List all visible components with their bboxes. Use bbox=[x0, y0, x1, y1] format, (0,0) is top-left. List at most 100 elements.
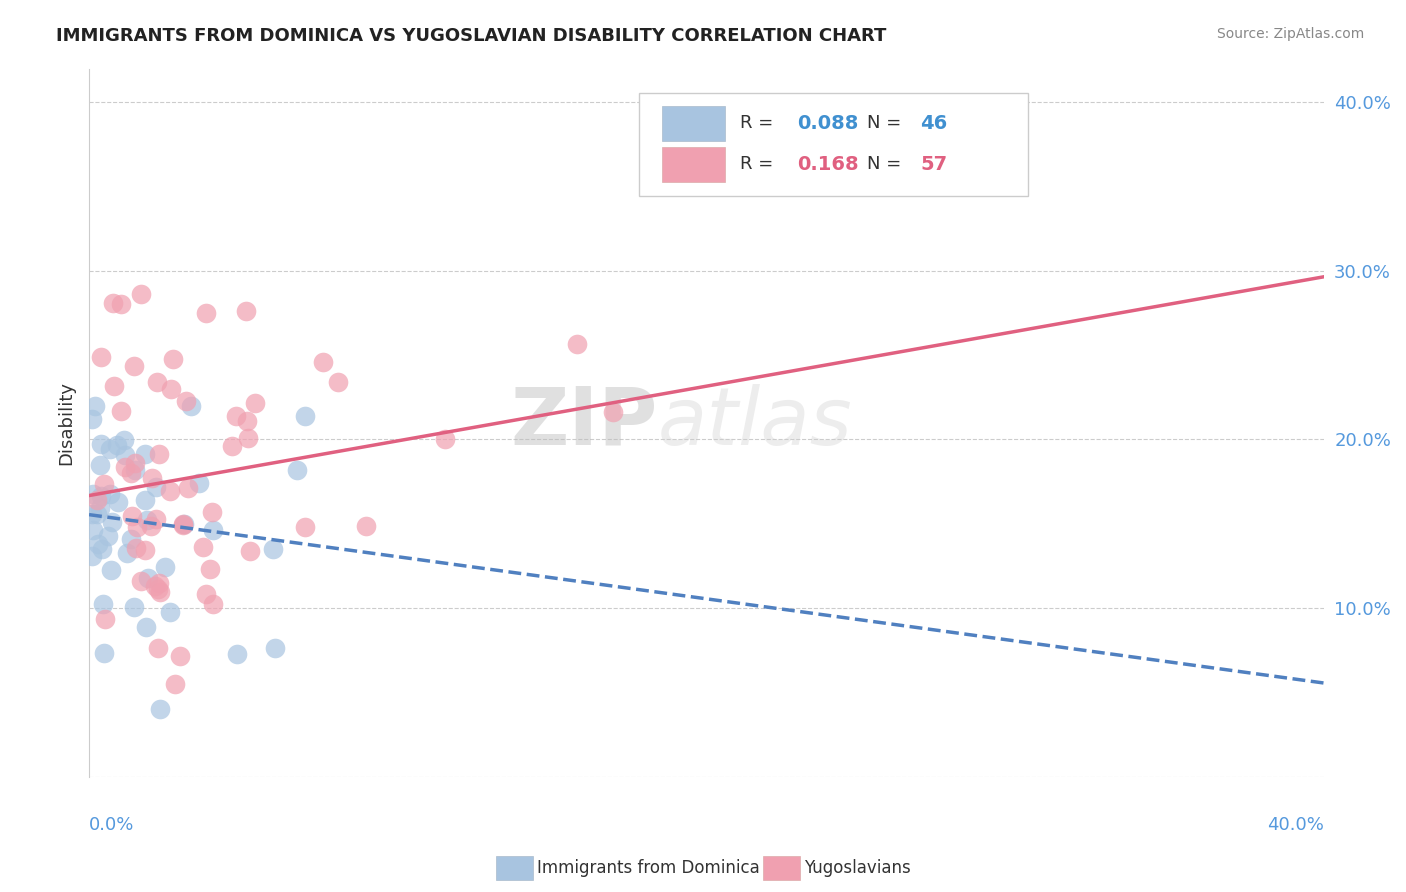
Point bbox=[176, 393, 198, 408]
Point bbox=[148, 576, 170, 591]
Point bbox=[90, 437, 112, 451]
Point bbox=[143, 579, 166, 593]
Point bbox=[100, 515, 122, 529]
Point bbox=[105, 437, 128, 451]
Text: 40.0%: 40.0% bbox=[1268, 815, 1324, 833]
Point bbox=[82, 549, 104, 563]
Point bbox=[202, 523, 225, 537]
Point bbox=[159, 606, 181, 620]
Point bbox=[125, 541, 148, 555]
Point bbox=[90, 350, 112, 364]
Point bbox=[115, 546, 138, 560]
Point bbox=[82, 508, 104, 522]
Point bbox=[89, 500, 111, 515]
Text: N =: N = bbox=[868, 155, 907, 173]
Point bbox=[198, 562, 221, 576]
Text: atlas: atlas bbox=[658, 384, 852, 461]
Point bbox=[90, 489, 112, 503]
Point bbox=[165, 677, 187, 691]
Point bbox=[139, 519, 162, 533]
Point bbox=[162, 351, 184, 366]
Point bbox=[141, 471, 163, 485]
Point bbox=[98, 442, 121, 456]
Point bbox=[194, 306, 217, 320]
Point bbox=[127, 520, 149, 534]
Text: Immigrants from Dominica: Immigrants from Dominica bbox=[537, 859, 759, 877]
Point bbox=[89, 458, 111, 472]
Point bbox=[188, 475, 211, 490]
Point bbox=[146, 582, 169, 596]
Point bbox=[120, 466, 142, 480]
Point bbox=[82, 487, 104, 501]
Point bbox=[87, 537, 110, 551]
FancyBboxPatch shape bbox=[662, 147, 725, 182]
Point bbox=[294, 520, 316, 534]
Point bbox=[129, 286, 152, 301]
Point bbox=[93, 476, 115, 491]
Point bbox=[114, 460, 136, 475]
Point bbox=[264, 640, 287, 655]
Point bbox=[177, 481, 200, 495]
Point bbox=[134, 447, 156, 461]
Point bbox=[221, 440, 243, 454]
Text: R =: R = bbox=[740, 155, 785, 173]
Point bbox=[122, 359, 145, 374]
Point bbox=[103, 379, 125, 393]
Point bbox=[100, 487, 122, 501]
Point bbox=[114, 448, 136, 462]
Point bbox=[121, 509, 143, 524]
Point bbox=[434, 433, 457, 447]
Point bbox=[135, 513, 157, 527]
Point bbox=[134, 542, 156, 557]
FancyBboxPatch shape bbox=[662, 106, 725, 141]
Point bbox=[169, 649, 191, 664]
Point bbox=[112, 433, 135, 447]
Point bbox=[172, 517, 194, 532]
Point bbox=[239, 543, 262, 558]
Point bbox=[136, 571, 159, 585]
Text: 0.088: 0.088 bbox=[797, 113, 858, 133]
Text: IMMIGRANTS FROM DOMINICA VS YUGOSLAVIAN DISABILITY CORRELATION CHART: IMMIGRANTS FROM DOMINICA VS YUGOSLAVIAN … bbox=[56, 27, 887, 45]
Point bbox=[354, 519, 377, 533]
Point bbox=[602, 405, 624, 419]
Point bbox=[107, 495, 129, 509]
Text: ZIP: ZIP bbox=[510, 384, 658, 461]
Point bbox=[262, 541, 284, 556]
Point bbox=[153, 560, 176, 574]
Point bbox=[124, 463, 146, 477]
Point bbox=[135, 620, 157, 634]
Point bbox=[243, 395, 266, 409]
Point bbox=[90, 542, 112, 557]
Text: 46: 46 bbox=[921, 113, 948, 133]
Text: 57: 57 bbox=[921, 154, 948, 174]
Point bbox=[326, 375, 349, 389]
Text: N =: N = bbox=[868, 114, 907, 132]
Point bbox=[93, 646, 115, 660]
Point bbox=[225, 409, 247, 423]
Point bbox=[294, 409, 316, 424]
Point bbox=[134, 493, 156, 508]
Point bbox=[124, 456, 146, 470]
Point bbox=[202, 597, 225, 611]
Point bbox=[159, 383, 181, 397]
Point bbox=[172, 517, 194, 532]
Point bbox=[285, 463, 308, 477]
Point bbox=[145, 512, 167, 526]
Text: R =: R = bbox=[740, 114, 779, 132]
Point bbox=[565, 337, 588, 351]
Point bbox=[129, 574, 152, 588]
Point bbox=[238, 431, 260, 445]
Point bbox=[82, 523, 104, 537]
Point bbox=[201, 505, 224, 519]
Point bbox=[101, 295, 124, 310]
Text: 0.168: 0.168 bbox=[797, 154, 859, 174]
Point bbox=[86, 492, 108, 507]
Point bbox=[159, 483, 181, 498]
Point bbox=[173, 517, 195, 532]
Text: Yugoslavians: Yugoslavians bbox=[804, 859, 911, 877]
Point bbox=[145, 480, 167, 494]
Point bbox=[180, 399, 202, 413]
Point bbox=[226, 648, 249, 662]
Text: 0.0%: 0.0% bbox=[89, 815, 135, 833]
Text: Source: ZipAtlas.com: Source: ZipAtlas.com bbox=[1216, 27, 1364, 41]
